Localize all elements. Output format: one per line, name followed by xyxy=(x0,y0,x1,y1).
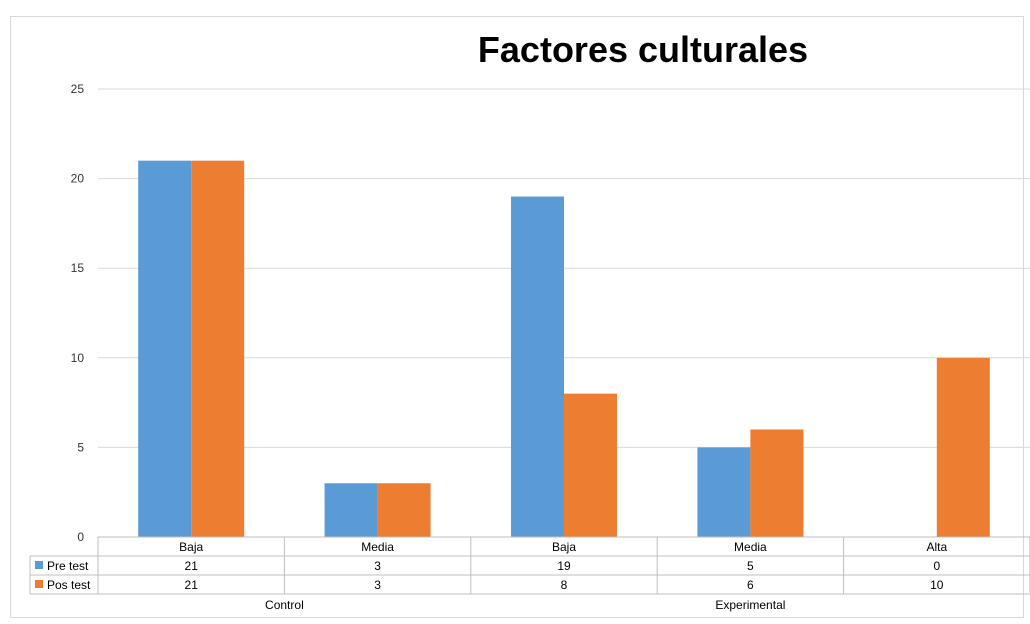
bar-pos-test xyxy=(936,357,990,537)
group-label: Control xyxy=(265,598,304,612)
bar-pre-test xyxy=(511,196,564,537)
y-tick-label: 0 xyxy=(77,530,84,544)
y-tick-label: 5 xyxy=(77,440,84,454)
group-label: Experimental xyxy=(715,598,785,612)
bar-pos-test xyxy=(377,483,431,537)
data-label: 8 xyxy=(561,578,568,592)
x-tick-label: Baja xyxy=(552,540,576,554)
data-label: 21 xyxy=(185,578,199,592)
data-label: 10 xyxy=(930,578,944,592)
data-label: 0 xyxy=(933,559,940,573)
data-label: 19 xyxy=(557,559,571,573)
data-label: 21 xyxy=(185,559,199,573)
y-tick-label: 15 xyxy=(71,261,85,275)
y-tick-label: 20 xyxy=(71,172,85,186)
x-tick-label: Media xyxy=(734,540,767,554)
bar-pos-test xyxy=(750,429,804,537)
bar-pre-test xyxy=(324,483,378,537)
legend-label: Pos test xyxy=(47,578,91,592)
x-tick-label: Alta xyxy=(926,540,947,554)
bar-pre-test xyxy=(697,447,751,537)
data-label: 6 xyxy=(747,578,754,592)
x-tick-label: Baja xyxy=(179,540,203,554)
y-tick-label: 10 xyxy=(71,351,85,365)
legend-swatch xyxy=(35,561,43,569)
data-label: 5 xyxy=(747,559,754,573)
chart-title: Factores culturales xyxy=(478,29,808,70)
data-label: 3 xyxy=(374,578,381,592)
data-label: 3 xyxy=(374,559,381,573)
x-tick-label: Media xyxy=(361,540,394,554)
legend-swatch xyxy=(35,580,43,588)
legend-label: Pre test xyxy=(47,559,89,573)
y-tick-label: 25 xyxy=(71,82,85,96)
bar-pos-test xyxy=(564,393,617,537)
bar-pos-test xyxy=(191,160,245,537)
bar-pre-test xyxy=(138,160,192,537)
